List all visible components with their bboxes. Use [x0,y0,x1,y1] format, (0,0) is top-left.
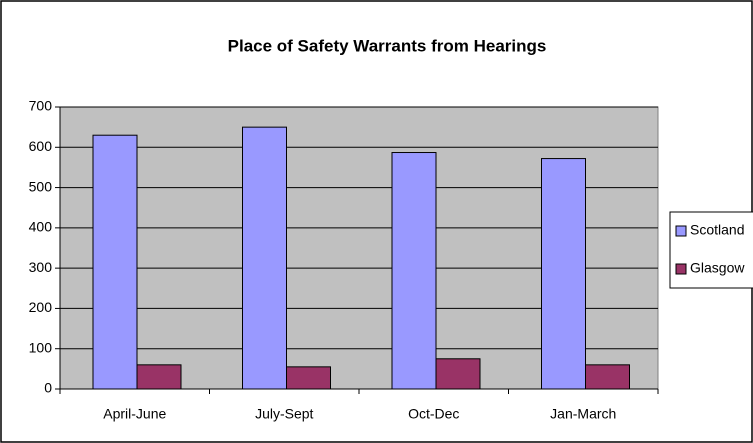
legend-label: Scotland [690,222,744,238]
y-tick-label: 700 [29,98,53,114]
bar [391,152,437,390]
x-tick-label: July-Sept [255,406,313,422]
legend-label: Glasgow [690,260,745,276]
y-tick-label: 200 [29,299,53,315]
bar [136,364,182,390]
y-tick-label: 400 [29,219,53,235]
x-tick-label: Oct-Dec [408,406,459,422]
y-tick-label: 100 [29,339,53,355]
x-tick-label: Jan-March [550,406,616,422]
x-tick-label: April-June [103,406,166,422]
legend-swatch [675,263,687,275]
y-tick-label: 500 [29,178,53,194]
bar [585,364,630,390]
bar [92,134,138,390]
bar [242,126,287,390]
y-tick-label: 0 [44,380,52,396]
bar [541,158,586,390]
legend-swatch [675,225,687,237]
bar [435,358,481,390]
legend-box [669,211,753,289]
y-tick-label: 600 [29,138,53,154]
chart-title: Place of Safety Warrants from Hearings [228,36,547,55]
bar [286,366,331,390]
y-tick-label: 300 [29,259,53,275]
